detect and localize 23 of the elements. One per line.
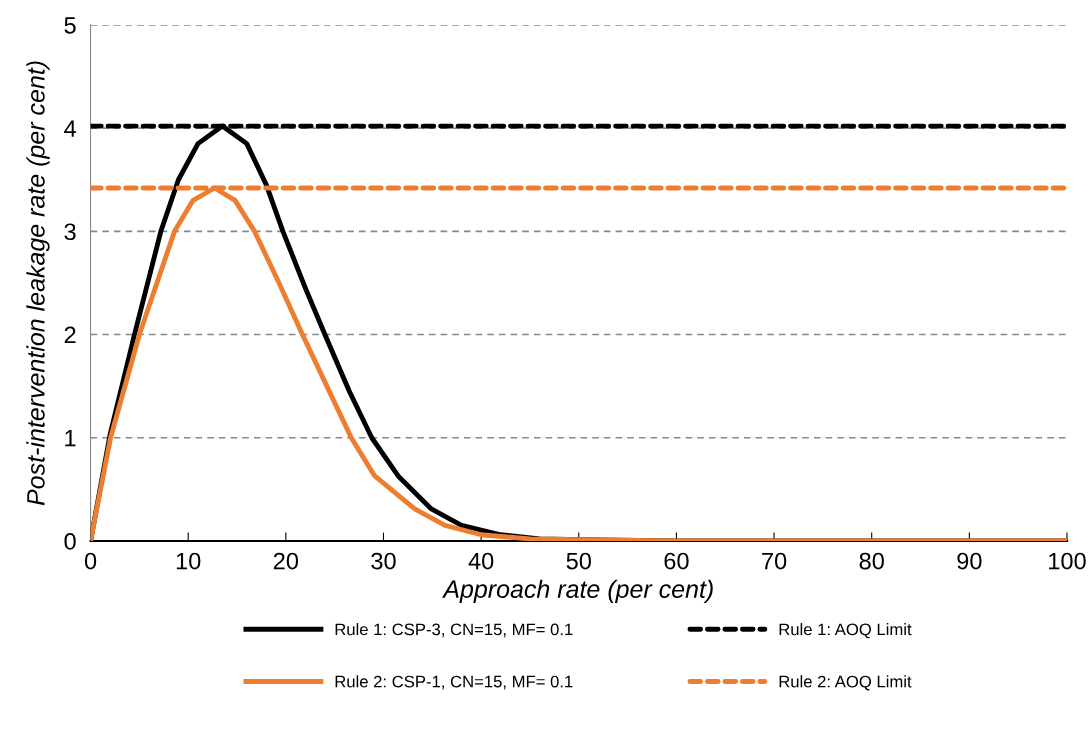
- x-tick-label: 100: [1049, 552, 1086, 570]
- x-tick-label: 60: [664, 552, 689, 570]
- x-tick-label: 70: [762, 552, 787, 570]
- x-tick-label: 20: [273, 552, 299, 570]
- x-axis-title: Approach rate (per cent): [442, 579, 713, 603]
- legend-label: Rule 1: AOQ Limit: [779, 623, 912, 639]
- x-tick-label: 0: [84, 552, 97, 570]
- x-tick-label: 90: [957, 552, 982, 570]
- x-tick-label: 40: [468, 552, 494, 570]
- y-tick-label: 5: [64, 17, 76, 34]
- y-tick-label: 1: [65, 430, 76, 447]
- y-tick-label: 4: [64, 120, 76, 137]
- legend-label: Rule 2: CSP-1, CN=15, MF= 0.1: [335, 675, 573, 690]
- y-tick-label: 0: [64, 533, 76, 550]
- y-tick-label: 2: [64, 326, 76, 344]
- x-tick-label: 10: [176, 552, 201, 570]
- y-axis-title: Post-intervention leakage rate (per cent): [26, 61, 50, 506]
- legend-label: Rule 2: AOQ Limit: [779, 675, 912, 691]
- legend-label: Rule 1: CSP-3, CN=15, MF= 0.1: [335, 623, 573, 638]
- y-tick-label: 3: [64, 223, 76, 241]
- x-tick-label: 80: [859, 552, 884, 570]
- x-tick-label: 30: [371, 552, 396, 570]
- x-tick-label: 50: [566, 552, 591, 570]
